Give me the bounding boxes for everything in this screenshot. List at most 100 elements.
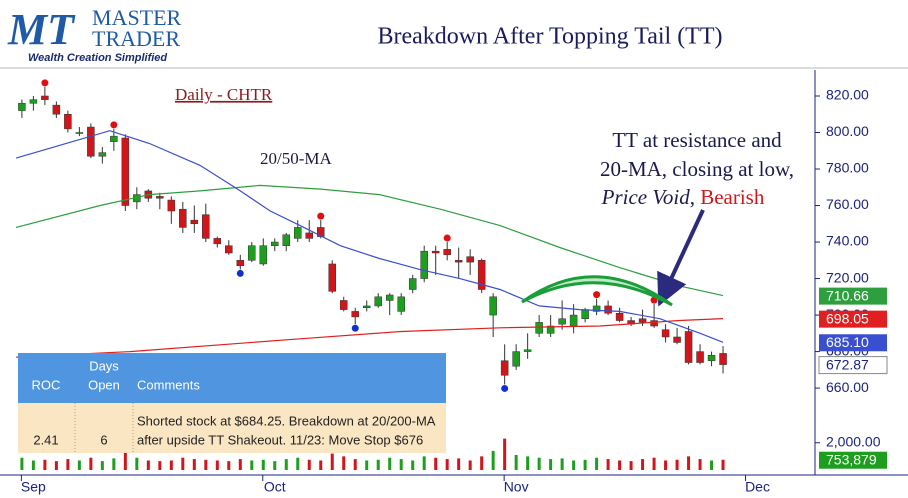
candle-body [546, 325, 555, 334]
volume-bar [89, 457, 93, 470]
candle-body [64, 114, 72, 130]
table-header [18, 353, 446, 403]
annotation-arrow [657, 209, 705, 307]
annotation-line: Price Void, Bearish [601, 185, 765, 209]
x-tick-label: Dec [745, 479, 770, 495]
x-tick-label: Sep [21, 479, 46, 495]
candle-body [305, 232, 314, 239]
volume-bar [526, 456, 530, 470]
candle-body [523, 349, 532, 352]
candle-body [259, 245, 268, 265]
volume-bar [273, 461, 277, 470]
volume-bar [77, 460, 81, 470]
annotation-line: TT at resistance and [612, 128, 782, 152]
volume-bar [595, 457, 599, 470]
candle-body [500, 360, 509, 376]
volume-bar [20, 457, 24, 470]
volume-bar [652, 457, 656, 470]
candle-body [592, 305, 601, 312]
volume-bar [353, 459, 357, 470]
candle-body [477, 260, 486, 290]
volume-bar [342, 456, 346, 470]
volume-tick-label: 2,000.00 [826, 433, 881, 449]
candle-body [638, 318, 647, 323]
symbol-label: Daily - CHTR [175, 85, 273, 104]
candle-body [535, 322, 543, 334]
topping-tail-marker [110, 121, 118, 129]
volume-bar [250, 460, 254, 470]
table-cell: 2.41 [33, 432, 58, 447]
candle-body [156, 196, 164, 199]
volume-bar [319, 460, 323, 470]
candle-body [351, 311, 359, 318]
candle-body [604, 305, 612, 314]
volume-bar [123, 452, 127, 470]
candle-body [41, 95, 49, 100]
volume-bar [181, 457, 185, 470]
volume-bar [629, 461, 633, 470]
volume-bar [112, 458, 116, 470]
logo-tagline: Wealth Creation Simplified [28, 52, 167, 64]
ma-value-label: 710.66 [826, 287, 869, 303]
volume-bar [503, 438, 507, 470]
volume-bar [31, 460, 35, 470]
y-tick-label: 820.00 [826, 87, 869, 103]
volume-bar [710, 460, 714, 470]
ma-value-label: 698.05 [826, 310, 869, 326]
candle-body [294, 227, 302, 239]
y-tick-label: 740.00 [826, 233, 869, 249]
moving-average [15, 130, 724, 343]
table-header-cell: Days [89, 358, 119, 373]
candle-body [339, 300, 348, 310]
table-header-cell: Open [88, 377, 120, 392]
last-volume-box [819, 451, 887, 469]
candle-body [385, 294, 394, 301]
candle-body [558, 318, 566, 325]
candle-body [29, 99, 38, 104]
annotation-line: 20-MA, closing at low, [600, 157, 794, 181]
volume-bar [399, 459, 403, 470]
volume-bar [330, 453, 334, 470]
candle-body [650, 320, 658, 327]
candle-body [661, 329, 670, 338]
volume-bar [480, 456, 484, 470]
volume-bar [376, 459, 380, 470]
volume-bar [434, 457, 438, 470]
volume-bar [618, 460, 622, 470]
candle-body [420, 250, 428, 279]
volume-bar [66, 459, 70, 470]
volume-bar [43, 459, 47, 470]
ma-value-box [819, 287, 887, 305]
candle-body [696, 351, 704, 363]
table-cell: after upside TT Shakeout. 11/23: Move St… [137, 432, 423, 447]
volume-bar [192, 459, 196, 470]
ma-value-label: 685.10 [826, 334, 869, 350]
last-close-label: 672.87 [826, 356, 869, 372]
plot-area [15, 79, 727, 470]
candle-body [75, 132, 84, 134]
candle-body [431, 250, 440, 254]
table-row [18, 403, 446, 453]
volume-bar [468, 460, 472, 470]
candle-body [569, 314, 578, 327]
volume-bar [560, 458, 564, 470]
volume-bar [238, 459, 242, 470]
bottoming-tail-marker [236, 269, 244, 277]
bottoming-tail-marker [501, 384, 509, 392]
volume-bar [169, 460, 173, 470]
candle-body [202, 214, 210, 239]
candle-body [454, 260, 463, 263]
topping-tail-marker [443, 234, 451, 242]
topping-tail-marker [41, 79, 49, 87]
topping-tail-marker [317, 212, 325, 220]
candle-body [271, 241, 279, 246]
candle-body [236, 260, 245, 267]
moving-average [15, 184, 724, 297]
candle-body [282, 234, 291, 246]
logo-text: TRADER [92, 26, 180, 51]
volume-bar [307, 459, 311, 470]
volume-bar [261, 459, 265, 470]
volume-bar [687, 456, 691, 470]
candle-body [673, 336, 681, 343]
